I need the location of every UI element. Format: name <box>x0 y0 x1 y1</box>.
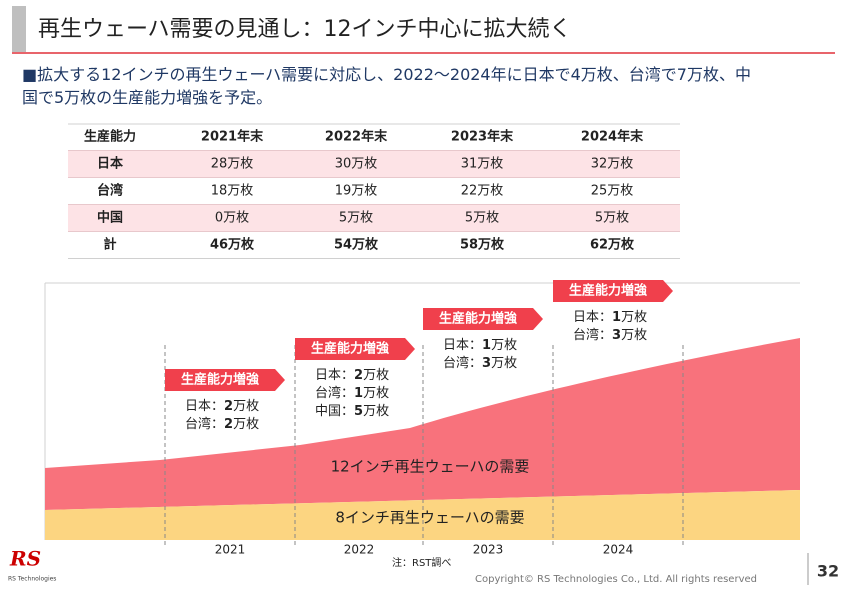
callout-label: 生産能力増強 <box>311 341 389 357</box>
table-header: 生産能力 <box>84 129 136 145</box>
title: 再生ウェーハ需要の見通し：12インチ中心に拡大続く <box>38 17 572 42</box>
table-cell: 19万枚 <box>335 184 378 199</box>
callout-label: 生産能力増強 <box>569 283 647 299</box>
bullet-text: 国で5万枚の生産能力増強を予定。 <box>22 88 272 107</box>
callout-part: 万枚 <box>233 417 259 432</box>
footnote: 注：RST調べ <box>392 556 451 569</box>
table-row-label: 計 <box>103 237 116 253</box>
bullet-text: ■拡大する12インチの再生ウェーハ需要に対応し、2022～2024年に日本で4万… <box>22 65 751 84</box>
callout-flag <box>165 369 285 391</box>
callout-part: 万枚 <box>491 338 517 353</box>
callout-flag <box>295 338 415 360</box>
callout-line: 台湾：1万枚 <box>315 385 389 401</box>
table-header: 2022年末 <box>325 129 388 145</box>
callout-flag <box>553 280 673 302</box>
callout-part: 万枚 <box>233 399 259 414</box>
callout-line: 台湾：3万枚 <box>573 327 647 343</box>
callout-part: 中国： <box>315 404 354 419</box>
table-row-label: 日本 <box>97 156 123 172</box>
table-cell: 18万枚 <box>211 184 254 199</box>
callout-line: 日本：1万枚 <box>573 310 647 325</box>
page-number: 32 <box>817 562 839 581</box>
table-row-label: 台湾 <box>97 183 123 199</box>
area-label: 8インチ再生ウェーハの需要 <box>335 509 524 527</box>
title-bar <box>12 6 26 52</box>
callout-part: 万枚 <box>363 404 389 419</box>
callout-part: 2 <box>224 417 233 432</box>
table-header: 2024年末 <box>581 129 644 145</box>
callout-part: 日本： <box>443 338 482 353</box>
callout-flag <box>423 308 543 330</box>
table-cell: 46万枚 <box>210 237 255 253</box>
table-row-bg <box>68 204 680 232</box>
callout-part: 日本： <box>315 368 354 383</box>
callout-part: 5 <box>354 404 363 419</box>
table-header: 2021年末 <box>201 129 264 145</box>
table-cell: 62万枚 <box>590 237 635 253</box>
callout-part: 万枚 <box>363 368 389 383</box>
table-header: 2023年末 <box>451 129 514 145</box>
callout-line: 中国：5万枚 <box>315 404 389 419</box>
callout-part: 日本： <box>573 310 612 325</box>
logo-mark: RS <box>9 547 41 571</box>
callout-part: 万枚 <box>491 356 517 371</box>
callout-part: 1 <box>354 386 363 401</box>
callout-line: 台湾：3万枚 <box>443 355 517 371</box>
callout-part: 万枚 <box>363 386 389 401</box>
callout-line: 日本：1万枚 <box>443 338 517 353</box>
bullet-marker: ■ <box>22 65 37 84</box>
logo-name: RS Technologies <box>8 576 56 583</box>
table-cell: 5万枚 <box>465 211 499 226</box>
callout-part: 台湾： <box>443 355 482 371</box>
year-label: 2023 <box>473 543 504 557</box>
table-cell: 28万枚 <box>211 157 254 172</box>
callout-part: 3 <box>612 328 621 343</box>
callout-part: 台湾： <box>315 385 354 401</box>
bullet-line: 拡大する12インチの再生ウェーハ需要に対応し、2022～2024年に日本で4万枚… <box>37 65 751 84</box>
bullet-line: 国で5万枚の生産能力増強を予定。 <box>22 88 272 107</box>
callout-label: 生産能力増強 <box>439 311 517 327</box>
year-label: 2021 <box>215 543 246 557</box>
callout-line: 日本：2万枚 <box>315 368 389 383</box>
callout-part: 1 <box>482 338 491 353</box>
callout-part: 2 <box>354 368 363 383</box>
table-row-label: 中国 <box>97 210 123 226</box>
year-label: 2024 <box>603 543 634 557</box>
table-cell: 22万枚 <box>461 184 504 199</box>
area-12inch <box>45 338 800 510</box>
table-cell: 58万枚 <box>460 237 505 253</box>
table-cell: 32万枚 <box>591 157 634 172</box>
area-label: 12インチ再生ウェーハの需要 <box>331 458 530 476</box>
table-cell: 0万枚 <box>215 211 249 226</box>
table-cell: 25万枚 <box>591 184 634 199</box>
callout-line: 日本：2万枚 <box>185 399 259 414</box>
callout-part: 日本： <box>185 399 224 414</box>
callout-part: 3 <box>482 356 491 371</box>
callout-part: 台湾： <box>185 416 224 432</box>
table-cell: 5万枚 <box>339 211 373 226</box>
table-cell: 30万枚 <box>335 157 378 172</box>
year-label: 2022 <box>344 543 375 557</box>
table-cell: 31万枚 <box>461 157 504 172</box>
callout-part: 万枚 <box>621 310 647 325</box>
table-cell: 5万枚 <box>595 211 629 226</box>
callout-part: 1 <box>612 310 621 325</box>
table-cell: 54万枚 <box>334 237 379 253</box>
callout-part: 台湾： <box>573 327 612 343</box>
copyright: Copyright© RS Technologies Co., Ltd. All… <box>475 574 757 585</box>
callout-part: 2 <box>224 399 233 414</box>
callout-part: 万枚 <box>621 328 647 343</box>
callout-line: 台湾：2万枚 <box>185 416 259 432</box>
table-row-bg <box>68 150 680 178</box>
callout-label: 生産能力増強 <box>181 372 259 388</box>
